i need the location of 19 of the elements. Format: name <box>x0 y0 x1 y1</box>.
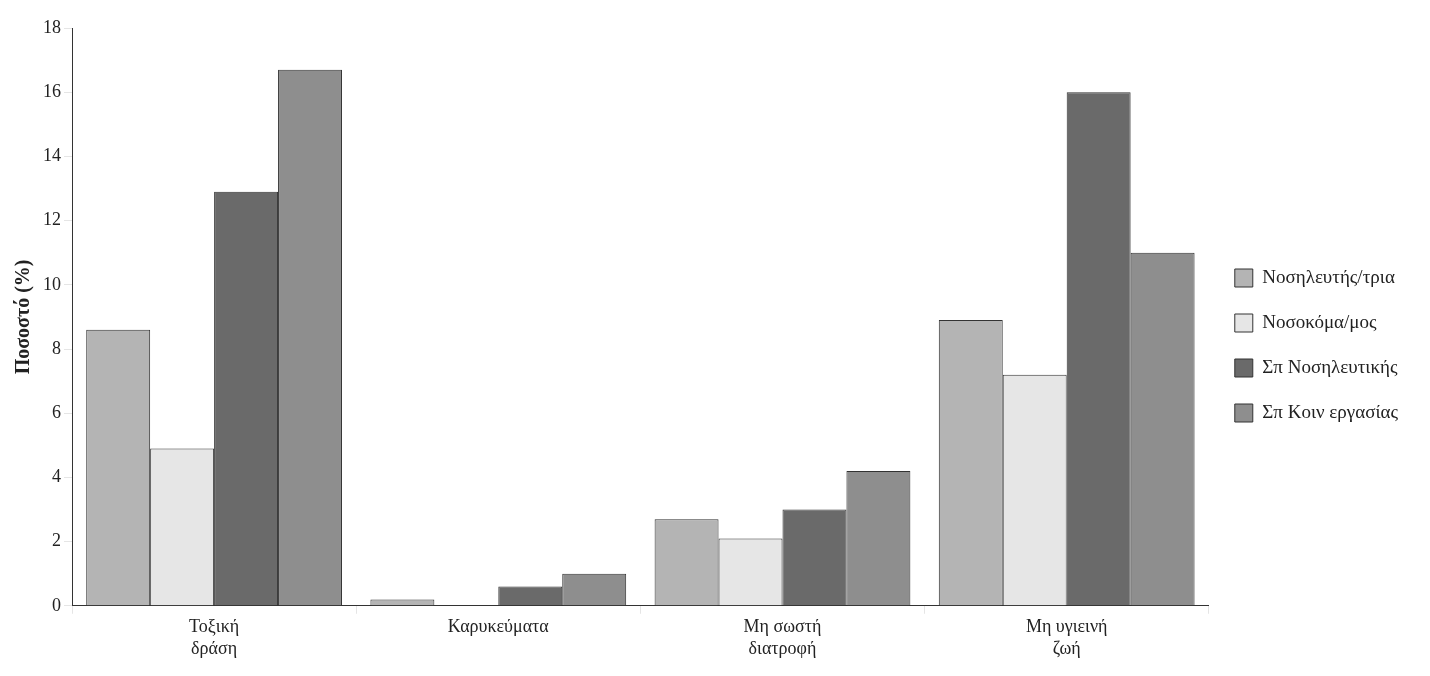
y-tick-label: 2 <box>52 530 61 551</box>
legend-label: Σπ Νοσηλευτικής <box>1262 355 1398 377</box>
x-tick-label: Τοξική δράση <box>189 616 240 658</box>
y-tick-label: 14 <box>43 145 61 166</box>
y-tick-label: 4 <box>52 466 61 487</box>
y-tick-label: 10 <box>43 273 61 294</box>
y-axis-title: Ποσοστό (%) <box>11 259 35 375</box>
legend-label: Νοσοκόμα/μος <box>1262 310 1378 332</box>
y-tick-label: 8 <box>52 337 61 358</box>
y-tick-label: 16 <box>43 80 61 101</box>
x-tick-label: Καρυκεύματα <box>447 616 550 637</box>
x-tick-label: Μη υγιεινή ζωή <box>1025 616 1108 658</box>
y-tick-label: 18 <box>43 16 61 37</box>
y-tick-label: 6 <box>52 401 61 422</box>
legend-label: Νοσηλευτής/τρια <box>1262 265 1395 287</box>
y-tick-label: 0 <box>52 594 61 615</box>
legend-label: Σπ Κοιν εργασίας <box>1262 400 1399 422</box>
x-tick-label: Μη σωστή διατροφή <box>743 616 822 658</box>
y-tick-label: 12 <box>43 209 61 230</box>
